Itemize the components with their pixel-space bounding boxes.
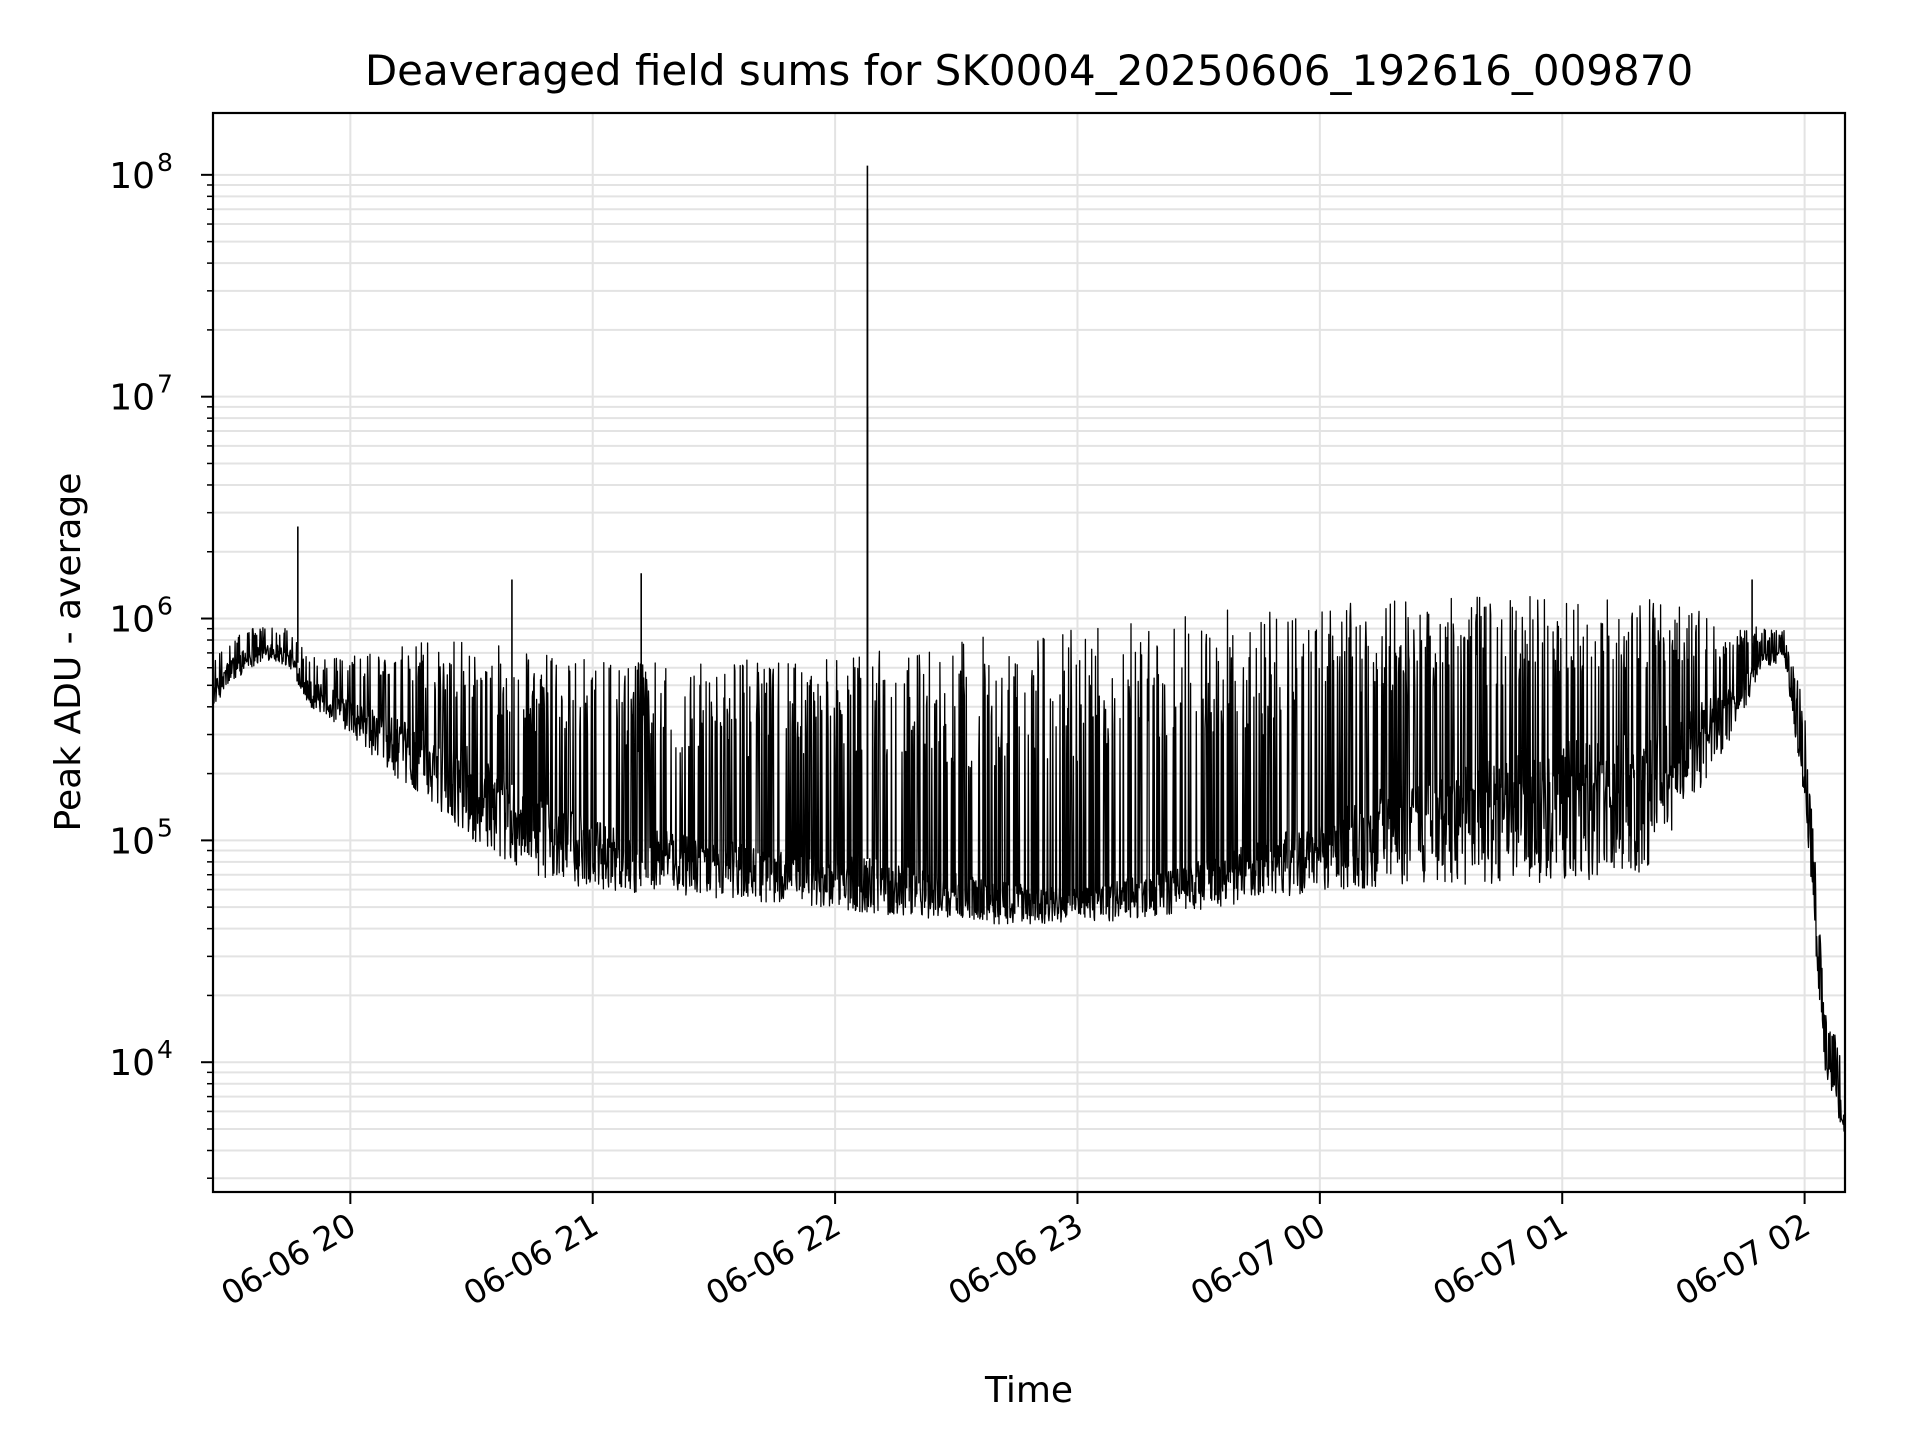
y-tick-label: 10 (109, 600, 155, 641)
y-tick-label-exponent: 8 (157, 148, 173, 177)
data-layer (212, 165, 1846, 1132)
chart-title: Deaveraged field sums for SK0004_2025060… (365, 46, 1693, 95)
y-tick-label: 10 (109, 156, 155, 197)
y-tick-label-exponent: 4 (157, 1035, 173, 1064)
y-axis-label: Peak ADU - average (48, 473, 89, 832)
data-line (212, 595, 1846, 1132)
y-tick-label-exponent: 6 (157, 592, 173, 621)
y-tick-label: 10 (109, 821, 155, 862)
y-tick-label-exponent: 7 (157, 370, 173, 399)
x-axis-label: Time (984, 1370, 1073, 1411)
y-tick-label-exponent: 5 (157, 813, 173, 842)
y-tick-label: 10 (109, 1043, 155, 1084)
y-tick-label: 10 (109, 378, 155, 419)
